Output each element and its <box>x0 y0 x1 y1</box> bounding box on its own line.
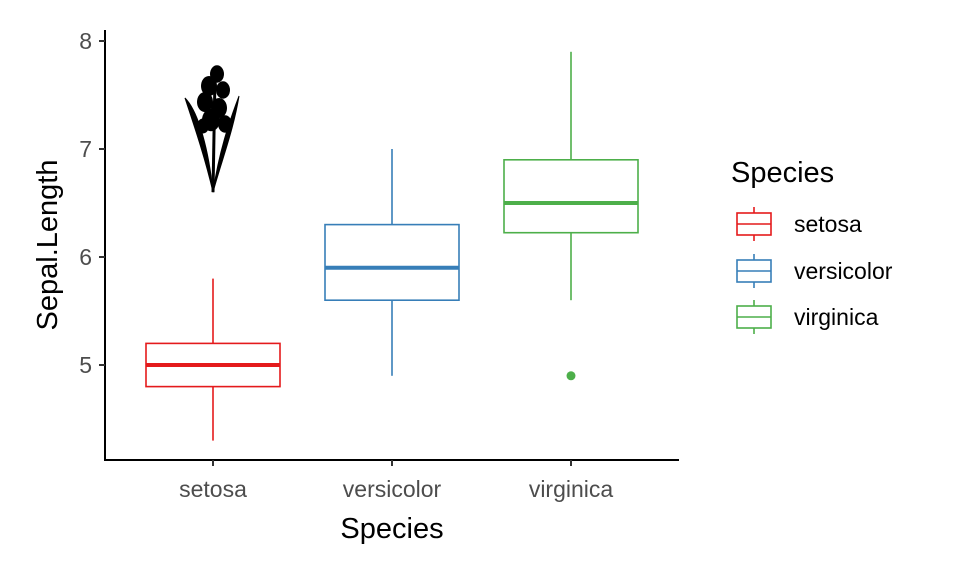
axes: 5 6 7 8 setosa versicolor virginica Species S… <box>32 28 679 545</box>
y-tick-label: 5 <box>79 352 92 378</box>
legend-label: virginica <box>794 304 879 330</box>
iris-blossom <box>197 118 209 134</box>
y-tick-label: 8 <box>79 28 92 54</box>
y-tick-label: 6 <box>79 244 92 270</box>
legend-item-versicolor: versicolor <box>736 254 893 288</box>
legend-item-virginica: virginica <box>736 300 879 334</box>
box-setosa <box>145 278 281 441</box>
x-tick-label: virginica <box>529 476 614 502</box>
x-axis-title: Species <box>340 513 443 545</box>
iris-blossom <box>216 81 230 99</box>
legend-item-setosa: setosa <box>736 207 862 241</box>
iris-leaf-right <box>212 95 240 193</box>
iris-blossom <box>218 115 232 133</box>
iris-blossom <box>201 76 217 96</box>
outlier-point <box>566 371 576 381</box>
iris-flower-icon <box>184 65 240 193</box>
legend: Species setosa versicolor virginica <box>731 157 893 334</box>
legend-label: setosa <box>794 211 862 237</box>
box-rect <box>324 223 460 302</box>
x-ticks: setosa versicolor virginica <box>179 460 613 502</box>
x-tick-label: versicolor <box>343 476 442 502</box>
y-tick-label: 7 <box>79 136 92 162</box>
box-rect <box>503 159 639 234</box>
iris-blossom <box>197 92 213 112</box>
box-virginica <box>503 51 639 381</box>
box-versicolor <box>324 149 460 376</box>
y-ticks: 5 6 7 8 <box>79 28 105 378</box>
iris-leaf-left <box>184 97 214 193</box>
iris-stem <box>211 75 217 193</box>
legend-label: versicolor <box>794 258 893 284</box>
y-axis-title: Sepal.Length <box>32 160 64 331</box>
plot-area <box>145 51 639 441</box>
x-tick-label: setosa <box>179 476 247 502</box>
legend-title: Species <box>731 157 834 189</box>
